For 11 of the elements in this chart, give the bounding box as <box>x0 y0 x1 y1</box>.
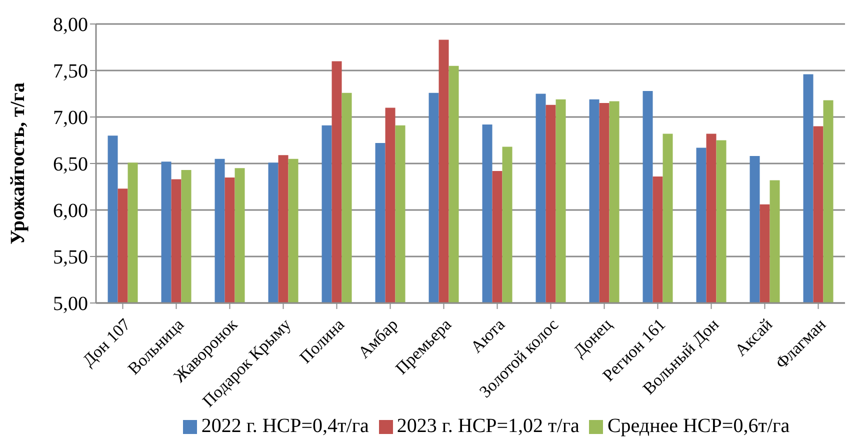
y-tick-label: 6,50 <box>53 154 88 176</box>
y-tick-label: 8,00 <box>53 14 88 36</box>
y-axis-title: Урожайгость, т/га <box>7 82 30 245</box>
legend-label: Среднее НСР=0,6т/га <box>607 415 790 437</box>
y-tick-label: 6,00 <box>53 200 88 222</box>
legend-label: 2022 г. НСР=0,4т/га <box>201 415 369 437</box>
y-tick-label: 7,50 <box>53 60 88 83</box>
y-tick-label: 5,50 <box>53 246 88 269</box>
legend-label: 2023 г. НСР=1,02 т/га <box>396 415 580 437</box>
y-tick-label: 7,00 <box>53 107 88 130</box>
y-tick-label: 5,00 <box>53 293 88 316</box>
